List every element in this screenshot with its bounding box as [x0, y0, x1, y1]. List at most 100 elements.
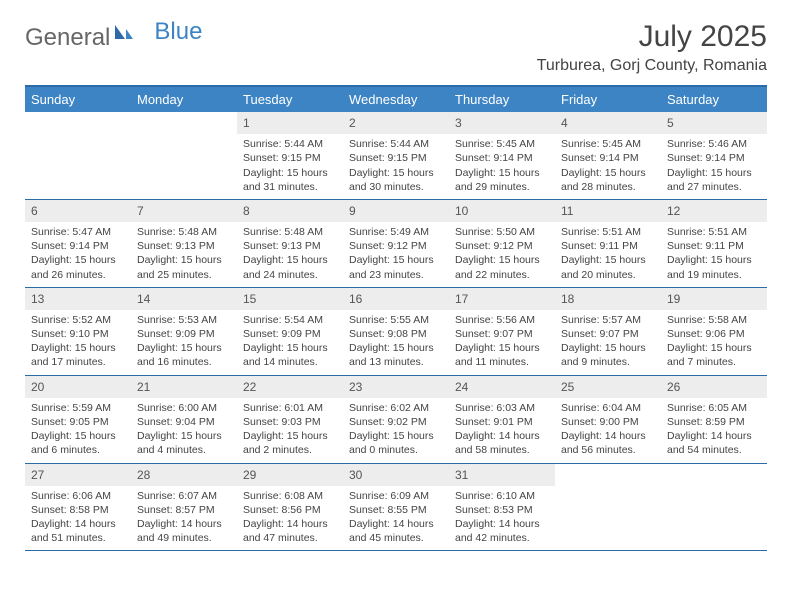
- calendar-cell: 14Sunrise: 5:53 AMSunset: 9:09 PMDayligh…: [131, 287, 237, 375]
- calendar-cell: 18Sunrise: 5:57 AMSunset: 9:07 PMDayligh…: [555, 287, 661, 375]
- day-number: 21: [131, 376, 237, 398]
- day-header: Friday: [555, 86, 661, 112]
- calendar-week: 13Sunrise: 5:52 AMSunset: 9:10 PMDayligh…: [25, 287, 767, 375]
- day-content: Sunrise: 6:05 AMSunset: 8:59 PMDaylight:…: [661, 398, 767, 463]
- calendar-cell: 10Sunrise: 5:50 AMSunset: 9:12 PMDayligh…: [449, 199, 555, 287]
- day-number: 25: [555, 376, 661, 398]
- day-number: 7: [131, 200, 237, 222]
- calendar-cell: [555, 463, 661, 551]
- day-content: Sunrise: 5:48 AMSunset: 9:13 PMDaylight:…: [131, 222, 237, 287]
- calendar-cell: 1Sunrise: 5:44 AMSunset: 9:15 PMDaylight…: [237, 112, 343, 199]
- calendar-cell: 29Sunrise: 6:08 AMSunset: 8:56 PMDayligh…: [237, 463, 343, 551]
- calendar-week: 6Sunrise: 5:47 AMSunset: 9:14 PMDaylight…: [25, 199, 767, 287]
- calendar-table: SundayMondayTuesdayWednesdayThursdayFrid…: [25, 85, 767, 551]
- calendar-cell: 21Sunrise: 6:00 AMSunset: 9:04 PMDayligh…: [131, 375, 237, 463]
- day-content: Sunrise: 5:56 AMSunset: 9:07 PMDaylight:…: [449, 310, 555, 375]
- day-content: Sunrise: 5:49 AMSunset: 9:12 PMDaylight:…: [343, 222, 449, 287]
- day-number: 22: [237, 376, 343, 398]
- day-content: Sunrise: 6:02 AMSunset: 9:02 PMDaylight:…: [343, 398, 449, 463]
- calendar-cell: 20Sunrise: 5:59 AMSunset: 9:05 PMDayligh…: [25, 375, 131, 463]
- day-number: 24: [449, 376, 555, 398]
- calendar-week: 1Sunrise: 5:44 AMSunset: 9:15 PMDaylight…: [25, 112, 767, 199]
- day-number: 10: [449, 200, 555, 222]
- calendar-cell: 13Sunrise: 5:52 AMSunset: 9:10 PMDayligh…: [25, 287, 131, 375]
- calendar-cell: 24Sunrise: 6:03 AMSunset: 9:01 PMDayligh…: [449, 375, 555, 463]
- calendar-cell: 8Sunrise: 5:48 AMSunset: 9:13 PMDaylight…: [237, 199, 343, 287]
- calendar-cell: 11Sunrise: 5:51 AMSunset: 9:11 PMDayligh…: [555, 199, 661, 287]
- calendar-cell: 26Sunrise: 6:05 AMSunset: 8:59 PMDayligh…: [661, 375, 767, 463]
- calendar-cell: 15Sunrise: 5:54 AMSunset: 9:09 PMDayligh…: [237, 287, 343, 375]
- day-number: 27: [25, 464, 131, 486]
- calendar-cell: 12Sunrise: 5:51 AMSunset: 9:11 PMDayligh…: [661, 199, 767, 287]
- day-number: 31: [449, 464, 555, 486]
- day-content: Sunrise: 5:50 AMSunset: 9:12 PMDaylight:…: [449, 222, 555, 287]
- day-header: Saturday: [661, 86, 767, 112]
- day-number: 29: [237, 464, 343, 486]
- day-content: Sunrise: 6:00 AMSunset: 9:04 PMDaylight:…: [131, 398, 237, 463]
- day-content: Sunrise: 5:58 AMSunset: 9:06 PMDaylight:…: [661, 310, 767, 375]
- day-number: 3: [449, 112, 555, 134]
- calendar-week: 20Sunrise: 5:59 AMSunset: 9:05 PMDayligh…: [25, 375, 767, 463]
- calendar-cell: 17Sunrise: 5:56 AMSunset: 9:07 PMDayligh…: [449, 287, 555, 375]
- day-header: Tuesday: [237, 86, 343, 112]
- location: Turburea, Gorj County, Romania: [537, 57, 767, 75]
- day-content: Sunrise: 6:07 AMSunset: 8:57 PMDaylight:…: [131, 486, 237, 551]
- calendar-cell: 16Sunrise: 5:55 AMSunset: 9:08 PMDayligh…: [343, 287, 449, 375]
- day-content: Sunrise: 6:03 AMSunset: 9:01 PMDaylight:…: [449, 398, 555, 463]
- day-content: Sunrise: 5:46 AMSunset: 9:14 PMDaylight:…: [661, 134, 767, 199]
- day-header: Wednesday: [343, 86, 449, 112]
- day-content: Sunrise: 5:44 AMSunset: 9:15 PMDaylight:…: [343, 134, 449, 199]
- day-number: 1: [237, 112, 343, 134]
- day-number: 30: [343, 464, 449, 486]
- calendar-cell: 23Sunrise: 6:02 AMSunset: 9:02 PMDayligh…: [343, 375, 449, 463]
- day-content: Sunrise: 5:47 AMSunset: 9:14 PMDaylight:…: [25, 222, 131, 287]
- day-content: Sunrise: 6:10 AMSunset: 8:53 PMDaylight:…: [449, 486, 555, 551]
- day-header-row: SundayMondayTuesdayWednesdayThursdayFrid…: [25, 86, 767, 112]
- calendar-cell: 6Sunrise: 5:47 AMSunset: 9:14 PMDaylight…: [25, 199, 131, 287]
- calendar-cell: 19Sunrise: 5:58 AMSunset: 9:06 PMDayligh…: [661, 287, 767, 375]
- calendar-cell: 2Sunrise: 5:44 AMSunset: 9:15 PMDaylight…: [343, 112, 449, 199]
- day-number: 14: [131, 288, 237, 310]
- logo: General Blue: [25, 20, 182, 56]
- day-content: Sunrise: 6:06 AMSunset: 8:58 PMDaylight:…: [25, 486, 131, 551]
- day-number: 12: [661, 200, 767, 222]
- day-number: 20: [25, 376, 131, 398]
- day-number: 6: [25, 200, 131, 222]
- day-header: Thursday: [449, 86, 555, 112]
- day-number: 2: [343, 112, 449, 134]
- day-content: Sunrise: 6:09 AMSunset: 8:55 PMDaylight:…: [343, 486, 449, 551]
- day-content: Sunrise: 5:55 AMSunset: 9:08 PMDaylight:…: [343, 310, 449, 375]
- day-header: Sunday: [25, 86, 131, 112]
- calendar-cell: [25, 112, 131, 199]
- day-number: 28: [131, 464, 237, 486]
- day-content: Sunrise: 5:53 AMSunset: 9:09 PMDaylight:…: [131, 310, 237, 375]
- month-title: July 2025: [537, 20, 767, 54]
- calendar-cell: [661, 463, 767, 551]
- calendar-body: 1Sunrise: 5:44 AMSunset: 9:15 PMDaylight…: [25, 112, 767, 551]
- calendar-cell: 31Sunrise: 6:10 AMSunset: 8:53 PMDayligh…: [449, 463, 555, 551]
- day-number: 8: [237, 200, 343, 222]
- calendar-cell: 30Sunrise: 6:09 AMSunset: 8:55 PMDayligh…: [343, 463, 449, 551]
- day-content: Sunrise: 5:45 AMSunset: 9:14 PMDaylight:…: [449, 134, 555, 199]
- day-content: Sunrise: 6:08 AMSunset: 8:56 PMDaylight:…: [237, 486, 343, 551]
- calendar-cell: 28Sunrise: 6:07 AMSunset: 8:57 PMDayligh…: [131, 463, 237, 551]
- logo-text-blue: Blue: [154, 18, 202, 46]
- day-number: 18: [555, 288, 661, 310]
- day-number: 19: [661, 288, 767, 310]
- day-content: Sunrise: 5:57 AMSunset: 9:07 PMDaylight:…: [555, 310, 661, 375]
- day-number: 15: [237, 288, 343, 310]
- day-number: 16: [343, 288, 449, 310]
- day-number: 11: [555, 200, 661, 222]
- day-number: 23: [343, 376, 449, 398]
- title-block: July 2025 Turburea, Gorj County, Romania: [537, 20, 767, 75]
- calendar-cell: 7Sunrise: 5:48 AMSunset: 9:13 PMDaylight…: [131, 199, 237, 287]
- calendar-cell: [131, 112, 237, 199]
- calendar-cell: 5Sunrise: 5:46 AMSunset: 9:14 PMDaylight…: [661, 112, 767, 199]
- day-number: 17: [449, 288, 555, 310]
- day-content: Sunrise: 6:04 AMSunset: 9:00 PMDaylight:…: [555, 398, 661, 463]
- day-content: Sunrise: 5:51 AMSunset: 9:11 PMDaylight:…: [661, 222, 767, 287]
- day-number: 26: [661, 376, 767, 398]
- calendar-cell: 9Sunrise: 5:49 AMSunset: 9:12 PMDaylight…: [343, 199, 449, 287]
- day-content: Sunrise: 5:48 AMSunset: 9:13 PMDaylight:…: [237, 222, 343, 287]
- day-number: 13: [25, 288, 131, 310]
